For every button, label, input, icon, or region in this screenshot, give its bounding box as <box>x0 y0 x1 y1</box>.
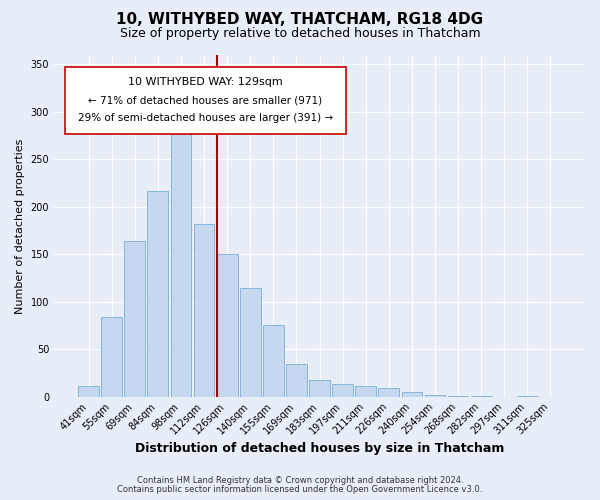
Text: 29% of semi-detached houses are larger (391) →: 29% of semi-detached houses are larger (… <box>78 114 333 124</box>
Text: Size of property relative to detached houses in Thatcham: Size of property relative to detached ho… <box>119 28 481 40</box>
Bar <box>401 392 422 396</box>
Bar <box>240 288 260 397</box>
Bar <box>425 395 445 396</box>
FancyBboxPatch shape <box>65 67 346 134</box>
Bar <box>148 190 168 396</box>
Bar <box>78 386 99 396</box>
X-axis label: Distribution of detached houses by size in Thatcham: Distribution of detached houses by size … <box>135 442 504 455</box>
Bar <box>194 224 214 396</box>
Bar <box>101 317 122 396</box>
Bar <box>379 388 399 396</box>
Bar <box>263 326 284 396</box>
Bar <box>286 364 307 396</box>
Bar <box>309 380 330 396</box>
Bar <box>332 384 353 396</box>
Text: Contains HM Land Registry data © Crown copyright and database right 2024.: Contains HM Land Registry data © Crown c… <box>137 476 463 485</box>
Bar <box>355 386 376 396</box>
Text: 10, WITHYBED WAY, THATCHAM, RG18 4DG: 10, WITHYBED WAY, THATCHAM, RG18 4DG <box>116 12 484 28</box>
Text: 10 WITHYBED WAY: 129sqm: 10 WITHYBED WAY: 129sqm <box>128 77 283 87</box>
Bar <box>124 241 145 396</box>
Bar <box>217 254 238 396</box>
Text: ← 71% of detached houses are smaller (971): ← 71% of detached houses are smaller (97… <box>88 96 322 106</box>
Bar <box>170 124 191 396</box>
Text: Contains public sector information licensed under the Open Government Licence v3: Contains public sector information licen… <box>118 485 482 494</box>
Y-axis label: Number of detached properties: Number of detached properties <box>15 138 25 314</box>
